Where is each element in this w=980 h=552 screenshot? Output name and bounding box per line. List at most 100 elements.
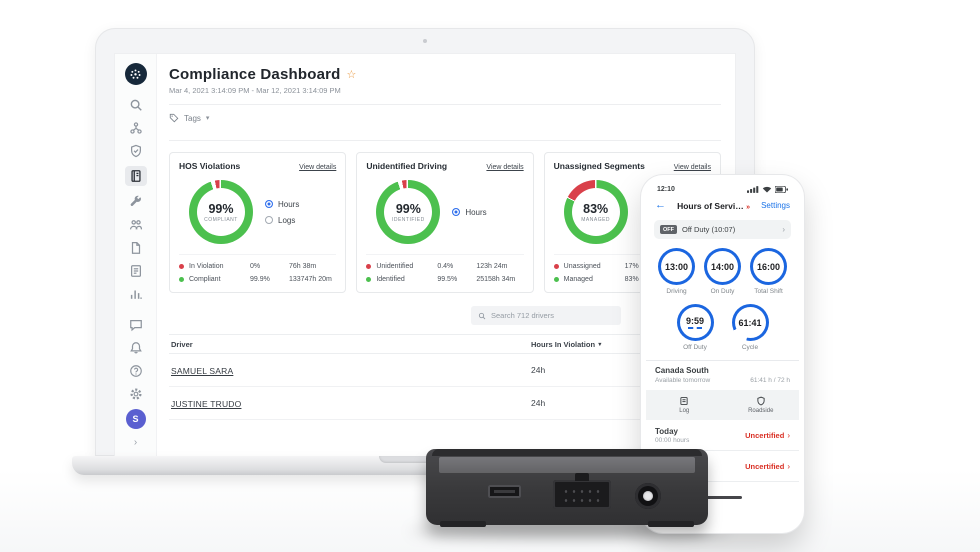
help-icon[interactable] [128,363,143,378]
table-row[interactable]: JUSTINE TRUDO 24h [169,387,721,420]
cycle-region-info: Canada South Available tomorrow 61:41 h … [646,360,799,390]
donut-percent: 99% [208,201,234,216]
legend-label: Unidentified [376,263,414,270]
entry-day: Today [655,426,678,436]
sidebar-expand-chevron-icon[interactable]: › [133,437,138,448]
tag-icon [169,113,179,123]
legend-percent: 83% [624,276,639,283]
webcam-dot [423,39,427,43]
column-driver[interactable]: Driver [171,339,193,349]
hours-value: 24h [531,365,546,375]
donut-caption: IDENTIFIED [391,216,425,223]
roadside-shield-icon [757,396,765,406]
gear-icon[interactable] [128,386,143,401]
tab-label: Log [679,408,690,414]
legend-row: Unassigned 17% [553,260,711,273]
column-hours-in-violation[interactable]: Hours In Violation ▼ [531,340,721,349]
settings-link[interactable]: Settings [761,201,790,210]
driver-link[interactable]: JUSTINE TRUDO [171,399,242,409]
tags-label: Tags [184,113,201,123]
divider [169,104,721,105]
tab-roadside[interactable]: Roadside [723,390,800,420]
shield-check-icon[interactable] [128,143,143,158]
device-foot [440,521,486,527]
timer-value: 13:00 [664,261,689,272]
donut-caption: MANAGED [581,216,611,223]
device-foot [648,521,694,527]
legend-row: Compliant 99.9% 133747h 20m [179,273,336,286]
region-quota: 61:41 h / 72 h [750,377,790,384]
legend-duration: 133747h 20m [289,276,332,283]
entry-status: Uncertified › [745,462,790,471]
reports-icon[interactable] [128,263,143,278]
timer-value: 61:41 [738,317,762,328]
tags-filter[interactable]: Tags ▾ [169,105,721,131]
donut-percent: 83% [583,201,609,216]
phone-tab-bar: Log Roadside [646,390,799,420]
radio-hours[interactable]: Hours [265,200,299,209]
legend-label: Identified [376,276,405,283]
timer-label: Total Shift [754,288,783,295]
donut-percent: 99% [395,201,421,216]
log-entry-today[interactable]: Today 00:00 hours Uncertified › [646,420,799,451]
analytics-icon[interactable] [128,286,143,301]
view-details-link[interactable]: View details [299,164,337,171]
avatar-initial: S [132,414,139,424]
favorite-star-icon[interactable]: ☆ [346,69,357,81]
telematics-gateway-device [426,449,708,527]
compliance-donut-chart: 99% COMPLIANT [189,180,253,244]
search-icon[interactable] [128,97,143,112]
title-text: Hours of Servi… [677,200,744,211]
table-row[interactable]: SAMUEL SARA 24h [169,354,721,387]
radio-unselected-icon [265,216,273,224]
radio-logs[interactable]: Logs [265,216,299,225]
tab-log[interactable]: Log [646,390,723,420]
region-name: Canada South [655,366,709,375]
drivers-icon[interactable] [128,217,143,232]
user-avatar[interactable]: S [125,409,146,429]
documents-icon[interactable] [128,240,143,255]
donut-caption: COMPLIANT [204,216,238,223]
tab-label: Roadside [748,408,774,414]
sort-caret-icon: ▼ [597,341,603,348]
card-title: Unassigned Segments [553,161,645,171]
laptop-notch [379,456,471,463]
wifi-icon [762,186,772,192]
legend-label: Managed [563,276,593,283]
duty-badge: OFF [660,225,677,234]
red-dot-icon [366,264,372,269]
view-details-link[interactable]: View details [486,164,524,171]
org-chart-icon[interactable] [128,120,143,135]
timer-value: 16:00 [756,261,781,272]
view-details-link[interactable]: View details [673,164,711,171]
red-dot-icon [553,264,559,269]
pin-connector-port [553,473,611,509]
driver-link[interactable]: SAMUEL SARA [171,366,234,376]
hours-value: 24h [531,398,546,408]
search-icon [478,312,486,319]
radio-label: Logs [278,215,296,225]
chat-icon[interactable] [128,317,143,332]
duty-status-selector[interactable]: OFF Off Duty (10:07) › [654,220,791,239]
timer-label: Cycle [741,344,759,351]
wrench-icon[interactable] [128,194,143,209]
caret-down-icon: ▾ [205,115,210,122]
legend-row: In Violation 0% 76h 38m [179,260,336,273]
search-input[interactable]: Search 712 drivers [471,306,621,325]
card-hos-violations: HOS Violations View details 99% COMPLIAN… [169,152,347,293]
device-cable [700,496,742,499]
samsara-logo-icon[interactable] [124,63,147,85]
legend-duration: 25158h 34m [476,276,516,283]
compliance-book-icon[interactable] [124,166,147,186]
log-entry-previous[interactable]: Uncertified › [646,451,799,482]
timer-cycle: 61:41 Cycle [731,304,769,351]
bell-icon[interactable] [128,340,143,355]
legend-label: In Violation [189,263,224,270]
legend-percent: 99.9% [250,276,270,283]
radio-hours[interactable]: Hours [452,208,487,217]
region-availability: Available tomorrow [655,377,711,384]
back-arrow-icon[interactable]: ← [655,199,666,211]
entry-hours: 00:00 hours [655,436,690,444]
legend-percent: 17% [624,263,639,270]
device-top-lip [432,449,702,456]
